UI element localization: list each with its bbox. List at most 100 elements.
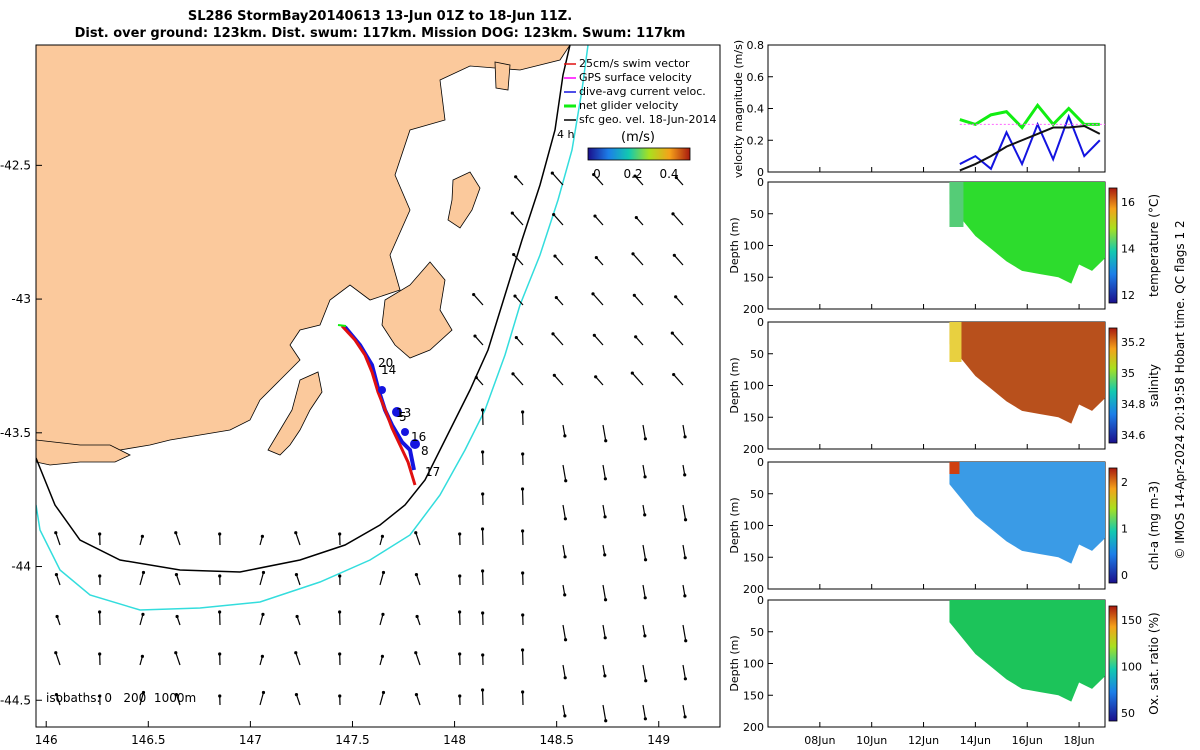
depth-tick-label: 50: [750, 626, 764, 639]
current-vector-head: [294, 531, 298, 535]
current-vector-head: [381, 690, 386, 695]
current-vector-head: [480, 408, 485, 412]
current-vector-head: [643, 437, 647, 441]
colorbar-tick-label: 34.8: [1121, 398, 1146, 411]
map-x-tick-label: 146.5: [131, 733, 165, 747]
time-x-tick-label: 18Jun: [1063, 734, 1094, 747]
current-vector-head: [218, 532, 222, 536]
current-vector-head: [634, 335, 638, 339]
current-vector-head: [551, 332, 555, 336]
depth-axis-label: Depth (m): [728, 357, 741, 413]
current-vector-head: [54, 531, 58, 535]
current-vector: [602, 464, 606, 479]
day-label: 5: [399, 410, 407, 424]
current-vector-head: [643, 596, 647, 600]
velocity-y-tick-label: 0.8: [747, 39, 765, 52]
current-vector: [295, 652, 301, 666]
current-vector: [175, 532, 181, 546]
section-surface-patch: [949, 462, 960, 474]
current-vector-head: [603, 598, 608, 602]
section-data-fill: [949, 600, 1105, 702]
current-vector-head: [294, 572, 299, 577]
current-vector-head: [604, 439, 608, 443]
current-vector-head: [415, 614, 419, 619]
section-panel: 0 50 100 150 200 Depth (m) 12 14 16 temperature (…: [728, 176, 1161, 316]
current-vector-head: [141, 690, 146, 695]
section-panel: 0 50 100 150 200 Depth (m) 34.6 34.8 35 35.2 salin…: [728, 316, 1161, 456]
current-vector: [474, 335, 484, 346]
current-vector-head: [381, 612, 385, 617]
legend-item: 25cm/s swim vector: [579, 57, 690, 70]
current-vector: [259, 572, 265, 586]
depth-tick-label: 50: [750, 348, 764, 361]
current-vector-head: [683, 435, 687, 439]
current-vector-head: [55, 614, 59, 619]
section-colorbar: [1108, 467, 1118, 584]
colorbar-tick-label: 35: [1121, 367, 1135, 380]
day-label: 13: [396, 406, 411, 420]
map-y-tick-label: -43: [11, 292, 31, 306]
colorbar-tick-label: 50: [1121, 707, 1135, 720]
current-vector: [642, 504, 646, 515]
current-vector: [675, 177, 684, 186]
current-vector-head: [672, 372, 676, 377]
net-velocity-start: [337, 324, 347, 327]
current-vector-head: [513, 294, 517, 298]
colorbar-tick-label: 14: [1121, 243, 1135, 256]
current-vector: [562, 424, 566, 436]
current-vector-head: [674, 175, 678, 180]
current-vector-head: [98, 652, 102, 656]
current-vector-head: [218, 574, 222, 578]
current-vector: [562, 624, 567, 640]
section-panel: 0 50 100 150 200 Depth (m) 0 1 2 chl-a (mg m-3): [728, 456, 1161, 596]
section-data-fill: [949, 322, 1105, 424]
swim-track: [340, 324, 417, 486]
current-vector-head: [54, 692, 59, 697]
depth-tick-label: 100: [743, 658, 764, 671]
current-vector-head: [141, 570, 146, 575]
current-vector-head: [631, 252, 635, 256]
current-vector-head: [480, 527, 485, 531]
section-surface-patch: [949, 182, 964, 227]
current-vector: [635, 217, 644, 226]
current-vector-head: [592, 333, 596, 337]
section-panel: 0 50 100 150 200 Depth (m) 50 100 150 Ox. sat. ra…: [728, 594, 1161, 734]
velocity-ylabel: velocity magnitude (m/s): [732, 40, 745, 178]
current-vector: [295, 574, 301, 586]
current-vector-head: [380, 534, 385, 538]
legend-item: sfc geo. vel. 18-Jun-2014: [579, 113, 716, 126]
depth-tick-label: 0: [757, 456, 764, 469]
figure-title-line2: Dist. over ground: 123km. Dist. swum: 11…: [74, 26, 686, 41]
current-vector: [592, 293, 604, 306]
current-vector: [55, 532, 61, 546]
day-label: 17: [425, 465, 440, 479]
current-vector-head: [671, 212, 675, 216]
current-vector-head: [458, 574, 462, 578]
velocity-y-tick-label: 0: [757, 166, 764, 179]
current-vector-head: [594, 255, 598, 260]
depth-axis-label: Depth (m): [728, 497, 741, 553]
current-vector-head: [174, 692, 179, 697]
current-vector-head: [683, 715, 687, 719]
depth-tick-label: 100: [743, 240, 764, 253]
current-vector: [593, 174, 604, 186]
current-vector-head: [643, 634, 647, 638]
current-vector-head: [521, 690, 525, 694]
current-vector: [515, 176, 524, 186]
depth-axis-label: Depth (m): [728, 217, 741, 273]
current-vector-head: [634, 215, 638, 220]
current-vector: [551, 172, 564, 186]
current-vector: [673, 254, 684, 266]
current-vector: [415, 694, 421, 706]
colorbar-tick: 0.4: [659, 167, 678, 181]
current-vector-head: [481, 492, 485, 496]
current-vector-head: [672, 253, 676, 257]
map-x-tick-label: 148.5: [539, 733, 573, 747]
current-vector: [475, 377, 484, 386]
tasmania-land: [36, 45, 571, 453]
current-vector-head: [643, 558, 648, 562]
current-vector: [415, 574, 421, 586]
current-vector-head: [683, 518, 688, 522]
